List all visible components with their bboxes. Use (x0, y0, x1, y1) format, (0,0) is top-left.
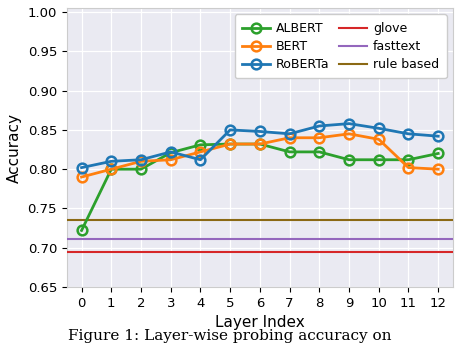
BERT (405, 166, 410, 170)
BERT (227, 142, 232, 146)
rule based (108, 218, 114, 222)
BERT (346, 132, 351, 136)
BERT (257, 142, 262, 146)
BERT (435, 167, 440, 171)
Text: Figure 1: Layer-wise probing accuracy on: Figure 1: Layer-wise probing accuracy on (68, 329, 391, 343)
Line: BERT: BERT (77, 129, 442, 182)
RoBERTa (405, 132, 410, 136)
ALBERT (138, 167, 144, 171)
glove (78, 250, 84, 254)
BERT (197, 150, 203, 154)
fasttext (108, 237, 114, 241)
RoBERTa (257, 130, 262, 134)
BERT (286, 136, 292, 140)
fasttext (78, 237, 84, 241)
RoBERTa (346, 121, 351, 126)
glove (108, 250, 114, 254)
ALBERT (286, 150, 292, 154)
ALBERT (227, 142, 232, 146)
ALBERT (375, 158, 381, 162)
Y-axis label: Accuracy: Accuracy (7, 113, 22, 183)
Line: ALBERT: ALBERT (77, 139, 442, 235)
ALBERT (108, 167, 114, 171)
ALBERT (257, 142, 262, 146)
RoBERTa (286, 132, 292, 136)
ALBERT (435, 151, 440, 155)
RoBERTa (197, 158, 203, 162)
ALBERT (197, 143, 203, 147)
RoBERTa (227, 128, 232, 132)
BERT (316, 136, 321, 140)
Line: RoBERTa: RoBERTa (77, 119, 442, 173)
rule based (78, 218, 84, 222)
ALBERT (405, 158, 410, 162)
X-axis label: Layer Index: Layer Index (214, 315, 304, 330)
BERT (138, 159, 144, 163)
RoBERTa (78, 166, 84, 170)
RoBERTa (375, 126, 381, 131)
RoBERTa (108, 159, 114, 163)
RoBERTa (138, 158, 144, 162)
BERT (168, 158, 173, 162)
RoBERTa (168, 150, 173, 154)
ALBERT (316, 150, 321, 154)
BERT (108, 167, 114, 171)
ALBERT (346, 158, 351, 162)
ALBERT (78, 228, 84, 232)
ALBERT (168, 150, 173, 155)
BERT (78, 175, 84, 179)
RoBERTa (316, 124, 321, 128)
Legend: ALBERT, BERT, RoBERTa, glove, fasttext, rule based: ALBERT, BERT, RoBERTa, glove, fasttext, … (234, 14, 446, 78)
BERT (375, 137, 381, 141)
RoBERTa (435, 134, 440, 138)
